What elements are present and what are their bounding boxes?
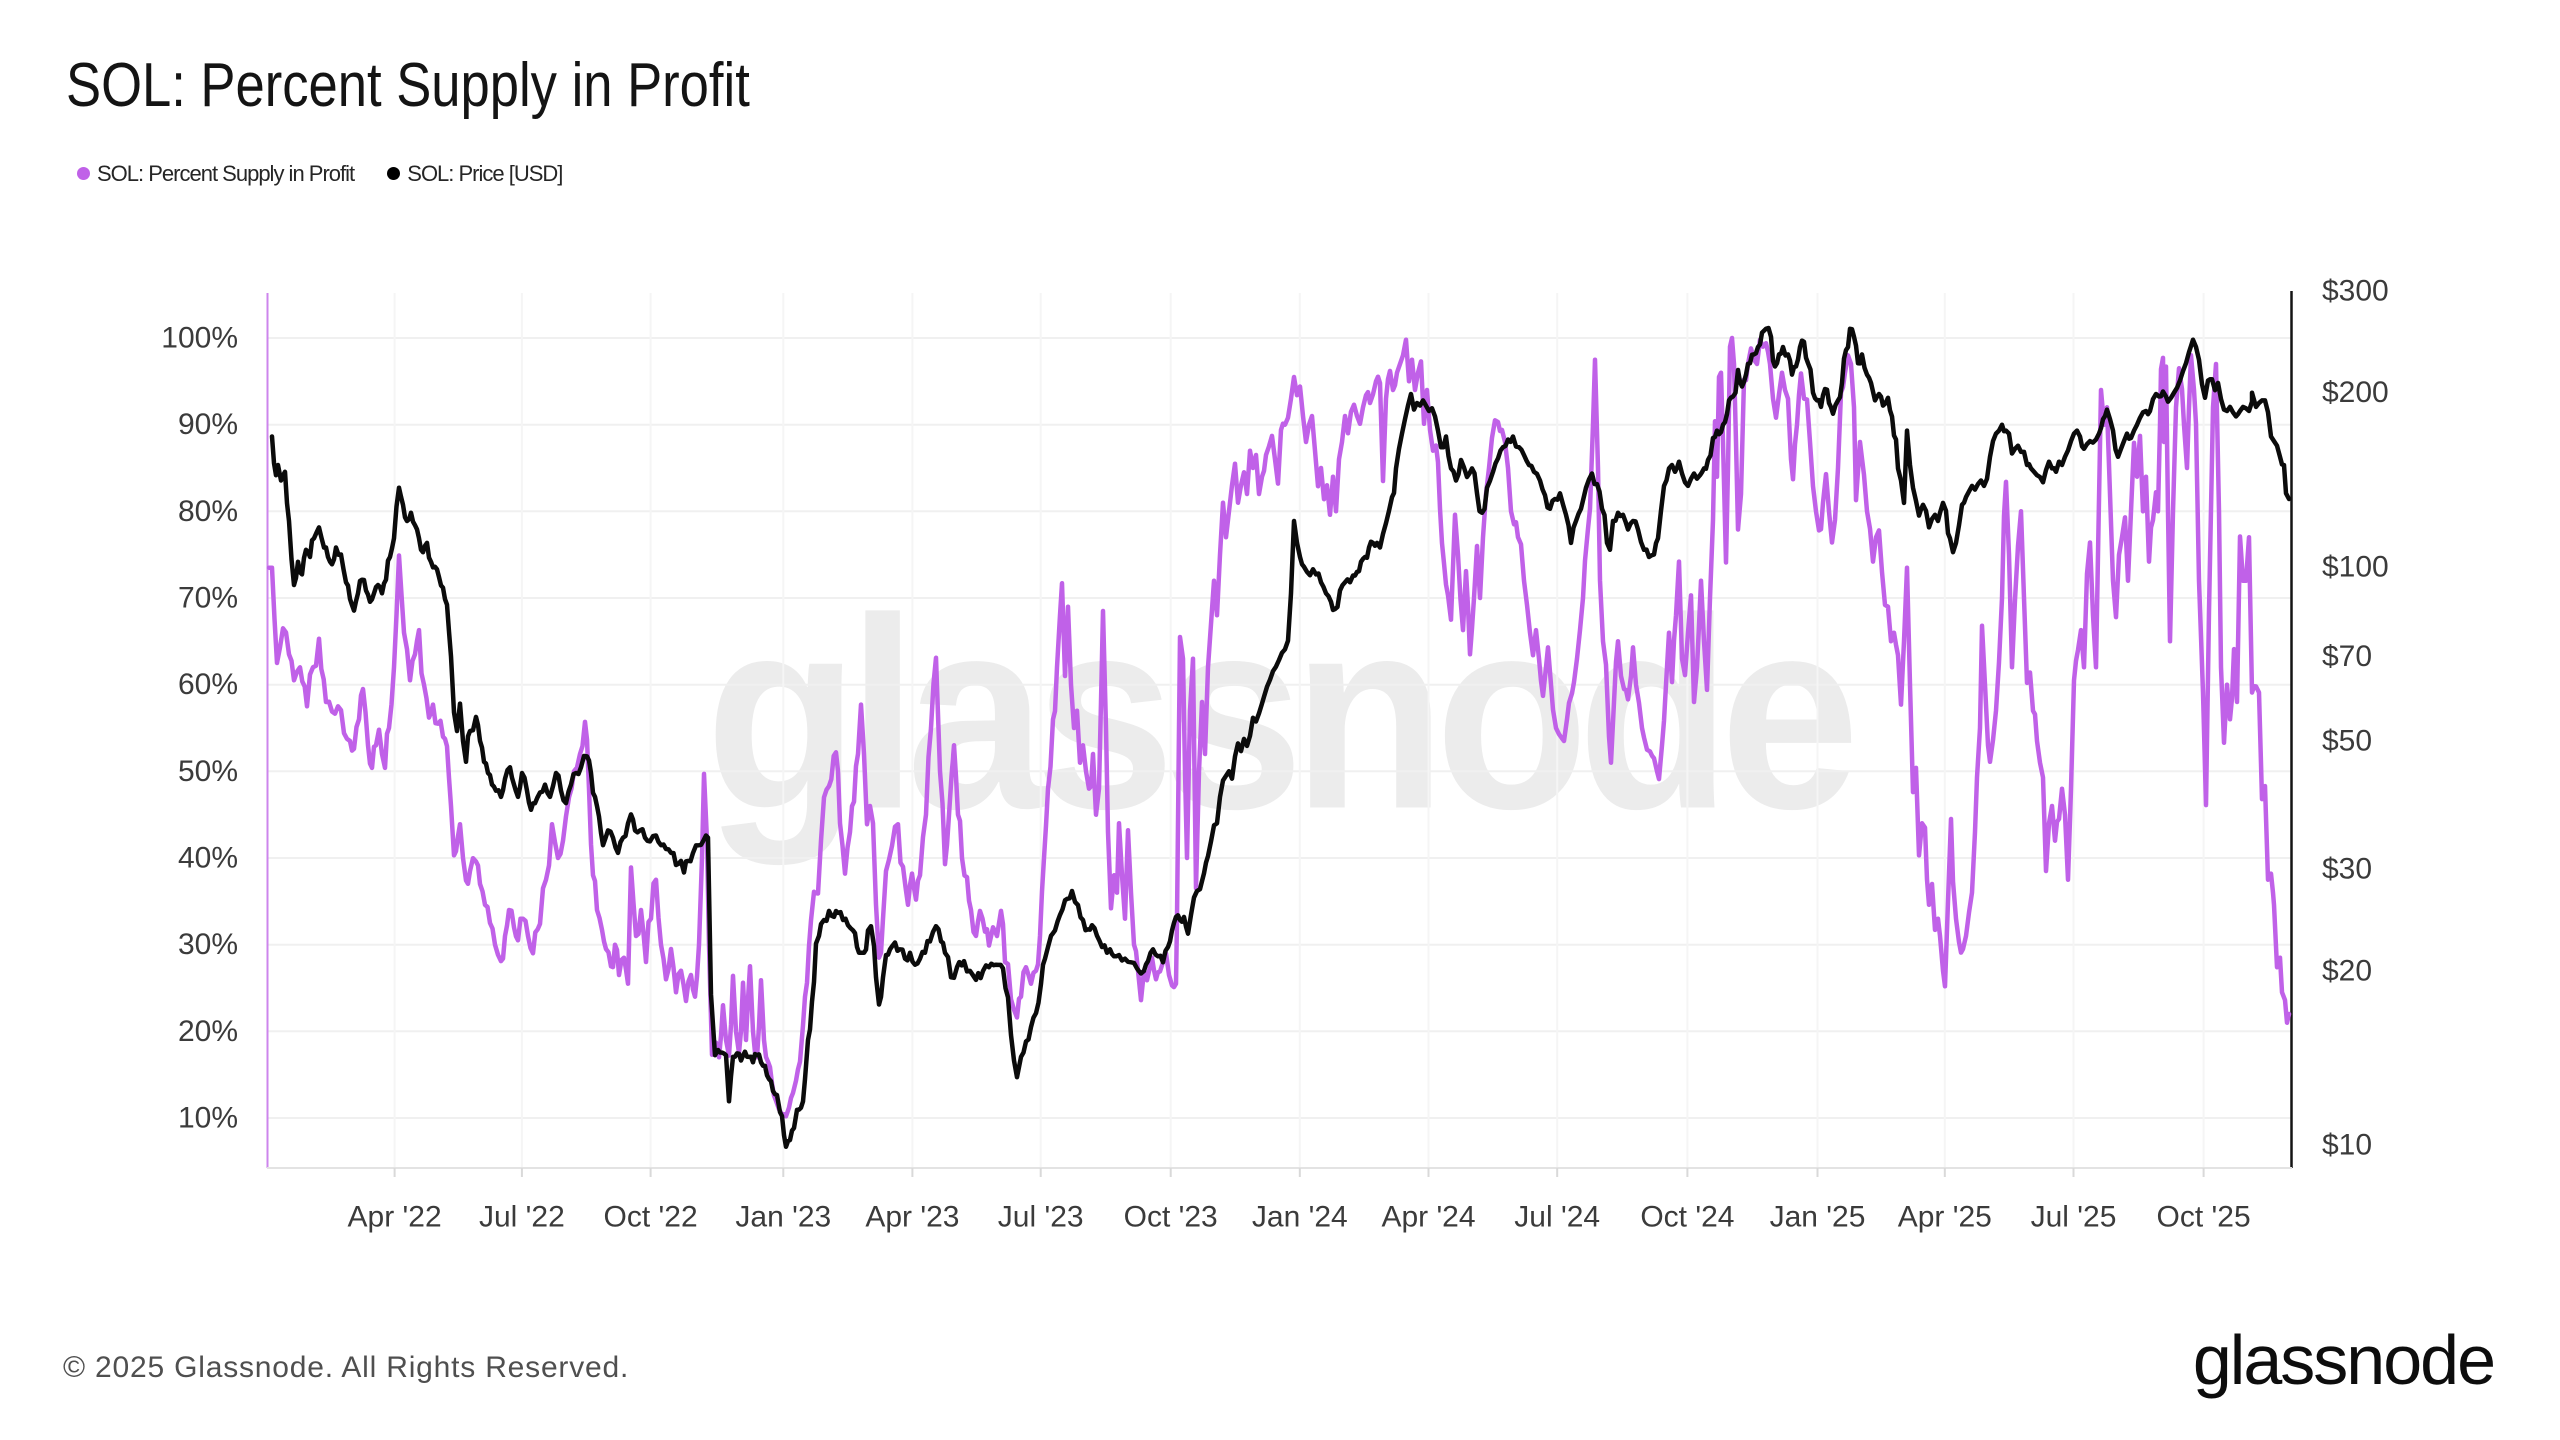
svg-text:100%: 100% (161, 322, 238, 355)
svg-text:20%: 20% (178, 1015, 238, 1048)
svg-text:Jan '23: Jan '23 (735, 1201, 831, 1234)
svg-text:Apr '25: Apr '25 (1898, 1201, 1992, 1234)
svg-text:Apr '24: Apr '24 (1381, 1201, 1475, 1234)
svg-text:Oct '25: Oct '25 (2157, 1201, 2251, 1234)
svg-text:40%: 40% (178, 842, 238, 875)
svg-text:Jul '24: Jul '24 (1514, 1201, 1600, 1234)
svg-text:Jul '23: Jul '23 (998, 1201, 1084, 1234)
svg-text:$200: $200 (2322, 376, 2389, 409)
svg-text:$70: $70 (2322, 640, 2372, 673)
svg-text:90%: 90% (178, 408, 238, 441)
svg-text:Apr '23: Apr '23 (865, 1201, 959, 1234)
svg-text:Jan '24: Jan '24 (1252, 1201, 1348, 1234)
svg-text:Apr '22: Apr '22 (348, 1201, 442, 1234)
svg-text:$50: $50 (2322, 724, 2372, 757)
svg-text:$10: $10 (2322, 1129, 2372, 1162)
svg-text:80%: 80% (178, 495, 238, 528)
svg-text:10%: 10% (178, 1102, 238, 1135)
svg-text:$300: $300 (2322, 274, 2389, 307)
svg-text:50%: 50% (178, 755, 238, 788)
svg-text:70%: 70% (178, 582, 238, 615)
svg-text:Oct '24: Oct '24 (1640, 1201, 1734, 1234)
svg-text:60%: 60% (178, 668, 238, 701)
svg-text:$20: $20 (2322, 954, 2372, 987)
svg-text:Jan '25: Jan '25 (1770, 1201, 1866, 1234)
svg-text:Jul '25: Jul '25 (2031, 1201, 2117, 1234)
svg-text:30%: 30% (178, 928, 238, 961)
svg-text:Oct '22: Oct '22 (604, 1201, 698, 1234)
svg-text:$30: $30 (2322, 853, 2372, 886)
svg-text:$100: $100 (2322, 550, 2389, 583)
svg-text:Oct '23: Oct '23 (1124, 1201, 1218, 1234)
svg-text:Jul '22: Jul '22 (479, 1201, 565, 1234)
